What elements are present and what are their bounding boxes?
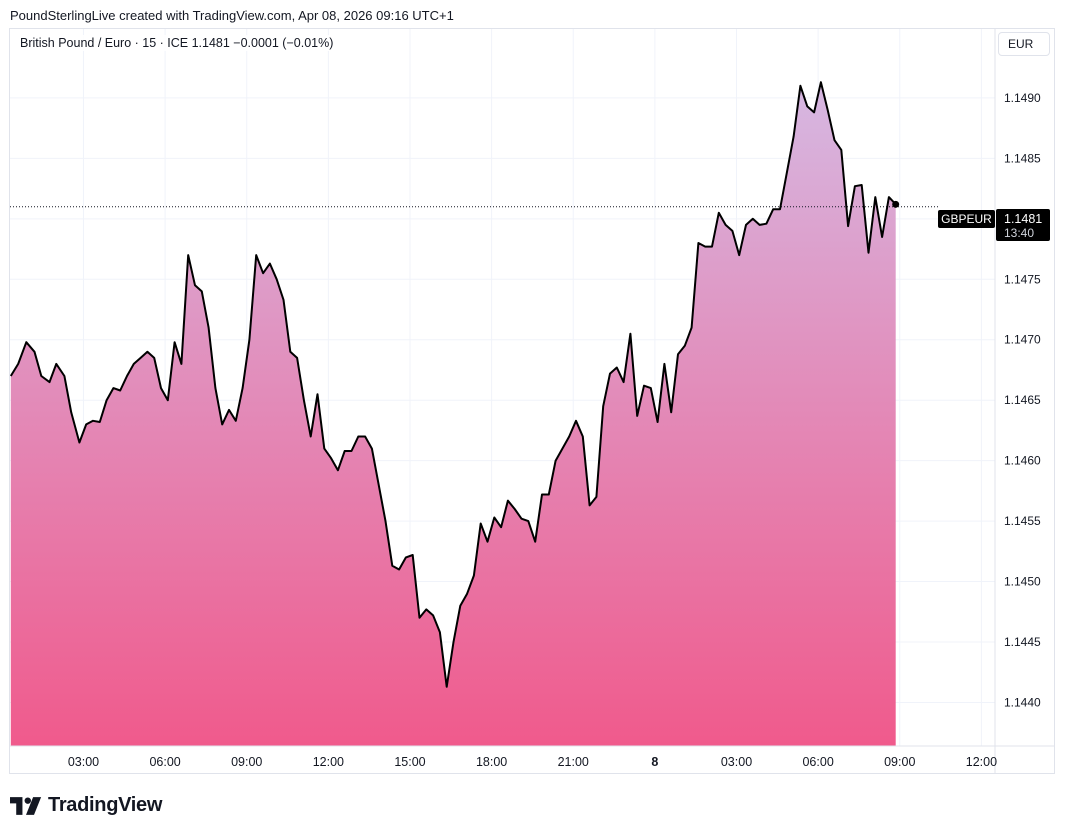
last-price-dot <box>892 200 900 208</box>
y-tick-label: 1.1445 <box>1004 635 1041 649</box>
y-tick-label: 1.1465 <box>1004 393 1041 407</box>
x-tick-label: 21:00 <box>558 755 589 769</box>
price-area-fill <box>10 82 896 746</box>
x-tick-label: 03:00 <box>721 755 752 769</box>
symbol-label-text: GBPEUR <box>941 212 992 226</box>
x-tick-label: 8 <box>651 755 658 769</box>
price-label-countdown: 13:40 <box>1004 226 1034 240</box>
y-tick-label: 1.1450 <box>1004 575 1041 589</box>
x-tick-label: 06:00 <box>802 755 833 769</box>
y-tick-label: 1.1485 <box>1004 151 1041 165</box>
x-tick-label: 18:00 <box>476 755 507 769</box>
x-tick-label: 09:00 <box>231 755 262 769</box>
price-line <box>9 81 897 688</box>
x-tick-label: 03:00 <box>68 755 99 769</box>
y-tick-label: 1.1475 <box>1004 272 1041 286</box>
x-tick-label: 12:00 <box>313 755 344 769</box>
tradingview-logo-text: TradingView <box>48 794 163 816</box>
y-tick-label: 1.1490 <box>1004 91 1041 105</box>
tradingview-logo-icon <box>10 796 42 815</box>
currency-selector[interactable]: EUR <box>998 32 1050 56</box>
y-tick-label: 1.1470 <box>1004 333 1041 347</box>
symbol-label: GBPEUR <box>938 210 995 228</box>
y-tick-label: 1.1440 <box>1004 695 1041 709</box>
chart-frame[interactable] <box>9 28 1055 774</box>
chart-attribution: PoundSterlingLive created with TradingVi… <box>10 8 454 23</box>
x-tick-label: 06:00 <box>149 755 180 769</box>
x-tick-label: 15:00 <box>394 755 425 769</box>
price-axis[interactable]: 1.1440 1.1445 1.1450 1.1455 1.1460 1.1465 1.14… <box>1004 91 1041 710</box>
price-label: 1.1481 13:40 <box>996 209 1050 241</box>
x-tick-label: 09:00 <box>884 755 915 769</box>
price-label-value: 1.1481 <box>1004 212 1042 226</box>
x-tick-label: 12:00 <box>966 755 997 769</box>
time-axis[interactable]: 03:00 06:00 09:00 12:00 15:00 18:00 21:00 8 03:0… <box>68 755 997 769</box>
y-tick-label: 1.1460 <box>1004 454 1041 468</box>
symbol-legend[interactable]: British Pound / Euro · 15 · ICE 1.1481 −… <box>18 35 336 51</box>
y-tick-label: 1.1455 <box>1004 514 1041 528</box>
tradingview-logo: TradingView <box>10 794 162 817</box>
